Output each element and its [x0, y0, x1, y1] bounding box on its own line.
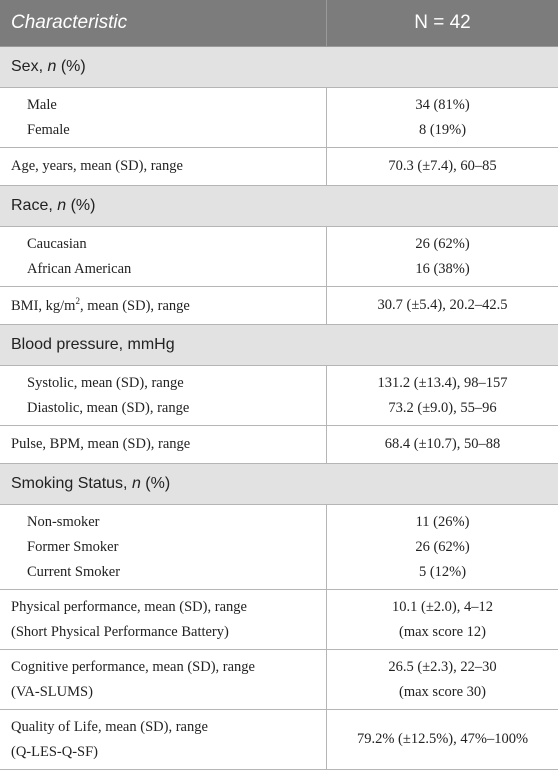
value-cell: 11 (26%) 26 (62%) 5 (12%): [327, 505, 558, 589]
section-row: Sex, n (%): [0, 47, 558, 88]
text-run: (%): [56, 58, 86, 75]
item-value: 26 (62%): [415, 235, 470, 252]
label-cell: Male Female: [0, 88, 327, 147]
data-row: Pulse, BPM, mean (SD), range 68.4 (±10.7)…: [0, 426, 558, 464]
text-run: Smoking Status,: [11, 475, 132, 492]
label-cell: Systolic, mean (SD), range Diastolic, mea…: [0, 366, 327, 425]
section-label: Blood pressure, mmHg: [11, 336, 175, 354]
value-line: 26.5 (±2.3), 22–30: [388, 658, 497, 675]
item-value: 73.2 (±9.0), 55–96: [388, 399, 497, 416]
label-cell: Cognitive performance, mean (SD), range (…: [0, 650, 327, 709]
label-cell: Caucasian African American: [0, 227, 327, 286]
label-cell: Age, years, mean (SD), range: [0, 148, 327, 185]
label-cell: Pulse, BPM, mean (SD), range: [0, 426, 327, 463]
text-run: Race,: [11, 197, 58, 214]
item-value: 131.2 (±13.4), 98–157: [377, 374, 508, 391]
group-row: Caucasian African American 26 (62%) 16 (38%…: [0, 227, 558, 287]
row-label: Pulse, BPM, mean (SD), range: [11, 436, 326, 453]
value-line: 10.1 (±2.0), 4–12: [392, 598, 493, 615]
text-run: , mean (SD), range: [79, 297, 190, 314]
data-row: BMI, kg/m2, mean (SD), range 30.7 (±5.4),…: [0, 287, 558, 325]
value-cell: 26 (62%) 16 (38%): [327, 227, 558, 286]
value-cell: 79.2% (±12.5%), 47%–100%: [327, 710, 558, 769]
label-line: (Q-LES-Q-SF): [11, 743, 98, 760]
multi-row: Cognitive performance, mean (SD), range (…: [0, 650, 558, 710]
section-row: Blood pressure, mmHg: [0, 325, 558, 366]
text-run: Sex,: [11, 58, 48, 75]
text-run: 2: [75, 296, 80, 307]
text-run: Blood pressure, mmHg: [11, 336, 175, 353]
item-label: Non-smoker: [27, 513, 100, 530]
row-label: BMI, kg/m2, mean (SD), range: [11, 296, 326, 315]
section-label: Race, n (%): [11, 197, 95, 215]
header-cell: Characteristic: [0, 0, 327, 46]
item-label: African American: [27, 260, 132, 277]
item-value: 16 (38%): [415, 260, 470, 277]
text-run: (%): [66, 197, 96, 214]
section-row: Smoking Status, n (%): [0, 464, 558, 505]
text-run: n: [57, 197, 67, 214]
label-cell: Non-smoker Former Smoker Current Smoker: [0, 505, 327, 589]
section-label: Smoking Status, n (%): [11, 475, 170, 493]
item-value: 34 (81%): [415, 96, 470, 113]
item-label: Current Smoker: [27, 563, 121, 580]
label-cell: Quality of Life, mean (SD), range (Q-LES-…: [0, 710, 327, 769]
header-cell: N = 42: [414, 12, 471, 33]
label-line: (Short Physical Performance Battery): [11, 623, 229, 640]
data-row: Age, years, mean (SD), range 70.3 (±7.4),…: [0, 148, 558, 186]
text-run: n: [131, 475, 141, 492]
item-value: 26 (62%): [415, 538, 470, 555]
value-cell: 68.4 (±10.7), 50–88: [384, 436, 501, 452]
item-value: 11 (26%): [415, 513, 470, 530]
label-line: Quality of Life, mean (SD), range: [11, 718, 208, 735]
value-line: (max score 12): [399, 623, 486, 640]
label-line: (VA-SLUMS): [11, 683, 93, 700]
item-label: Diastolic, mean (SD), range: [27, 399, 190, 416]
section-row: Race, n (%): [0, 186, 558, 227]
text-run: (%): [140, 475, 171, 492]
group-row: Non-smoker Former Smoker Current Smoker 11 …: [0, 505, 558, 590]
item-label: Former Smoker: [27, 538, 119, 555]
value-line: 79.2% (±12.5%), 47%–100%: [356, 731, 529, 747]
item-value: 5 (12%): [418, 563, 467, 580]
value-cell: 70.3 (±7.4), 60–85: [388, 158, 497, 174]
value-cell: 10.1 (±2.0), 4–12 (max score 12): [327, 590, 558, 649]
text-run: n: [47, 58, 57, 75]
item-label: Female: [27, 121, 70, 138]
value-line: (max score 30): [399, 683, 486, 700]
item-label: Systolic, mean (SD), range: [27, 374, 184, 391]
text-run: BMI, kg/m: [11, 297, 76, 314]
header-row: Characteristic N = 42: [0, 0, 558, 47]
text-run: Pulse, BPM, mean (SD), range: [11, 436, 191, 452]
text-run: Age, years, mean (SD), range: [11, 158, 183, 174]
section-label: Sex, n (%): [11, 58, 86, 76]
value-cell: 34 (81%) 8 (19%): [327, 88, 558, 147]
value-cell: 131.2 (±13.4), 98–157 73.2 (±9.0), 55–96: [327, 366, 558, 425]
value-cell: 26.5 (±2.3), 22–30 (max score 30): [327, 650, 558, 709]
value-cell: 30.7 (±5.4), 20.2–42.5: [377, 297, 508, 313]
label-line: Cognitive performance, mean (SD), range: [11, 658, 255, 675]
label-cell: Physical performance, mean (SD), range (S…: [0, 590, 327, 649]
group-row: Systolic, mean (SD), range Diastolic, mea…: [0, 366, 558, 426]
multi-row: Physical performance, mean (SD), range (S…: [0, 590, 558, 650]
label-line: Physical performance, mean (SD), range: [11, 598, 247, 615]
label-cell: BMI, kg/m2, mean (SD), range: [0, 287, 327, 324]
row-label: Age, years, mean (SD), range: [11, 158, 326, 175]
multi-row: Quality of Life, mean (SD), range (Q-LES-…: [0, 710, 558, 770]
group-row: Male Female 34 (81%) 8 (19%): [0, 88, 558, 148]
item-value: 8 (19%): [418, 121, 467, 138]
item-label: Male: [27, 96, 57, 113]
item-label: Caucasian: [27, 235, 87, 252]
